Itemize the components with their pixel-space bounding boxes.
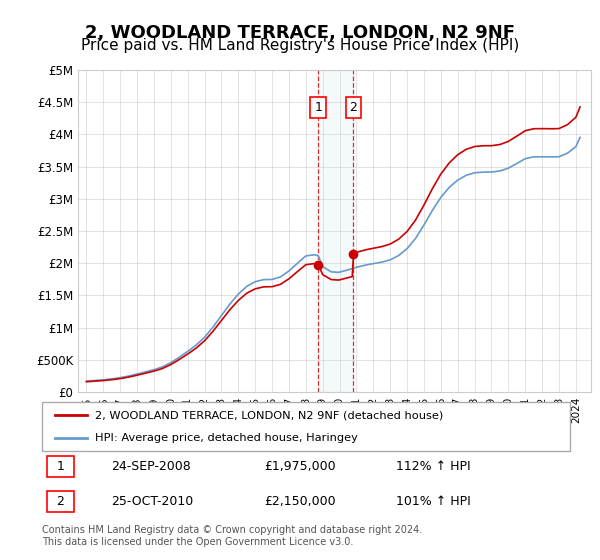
Text: 101% ↑ HPI: 101% ↑ HPI xyxy=(396,495,470,508)
Text: HPI: Average price, detached house, Haringey: HPI: Average price, detached house, Hari… xyxy=(95,433,358,444)
Text: £1,975,000: £1,975,000 xyxy=(264,460,335,473)
FancyBboxPatch shape xyxy=(42,402,570,451)
Text: 112% ↑ HPI: 112% ↑ HPI xyxy=(396,460,470,473)
Text: Contains HM Land Registry data © Crown copyright and database right 2024.
This d: Contains HM Land Registry data © Crown c… xyxy=(42,525,422,547)
FancyBboxPatch shape xyxy=(47,491,74,512)
Text: 1: 1 xyxy=(56,460,64,473)
Text: 25-OCT-2010: 25-OCT-2010 xyxy=(110,495,193,508)
Text: 2: 2 xyxy=(349,101,357,114)
Bar xyxy=(318,70,353,392)
Text: 2, WOODLAND TERRACE, LONDON, N2 9NF (detached house): 2, WOODLAND TERRACE, LONDON, N2 9NF (det… xyxy=(95,410,443,421)
Text: 2, WOODLAND TERRACE, LONDON, N2 9NF: 2, WOODLAND TERRACE, LONDON, N2 9NF xyxy=(85,24,515,41)
Text: 1: 1 xyxy=(314,101,322,114)
Text: Price paid vs. HM Land Registry's House Price Index (HPI): Price paid vs. HM Land Registry's House … xyxy=(81,38,519,53)
FancyBboxPatch shape xyxy=(47,455,74,477)
Text: £2,150,000: £2,150,000 xyxy=(264,495,335,508)
Text: 2: 2 xyxy=(56,495,64,508)
Text: 24-SEP-2008: 24-SEP-2008 xyxy=(110,460,190,473)
